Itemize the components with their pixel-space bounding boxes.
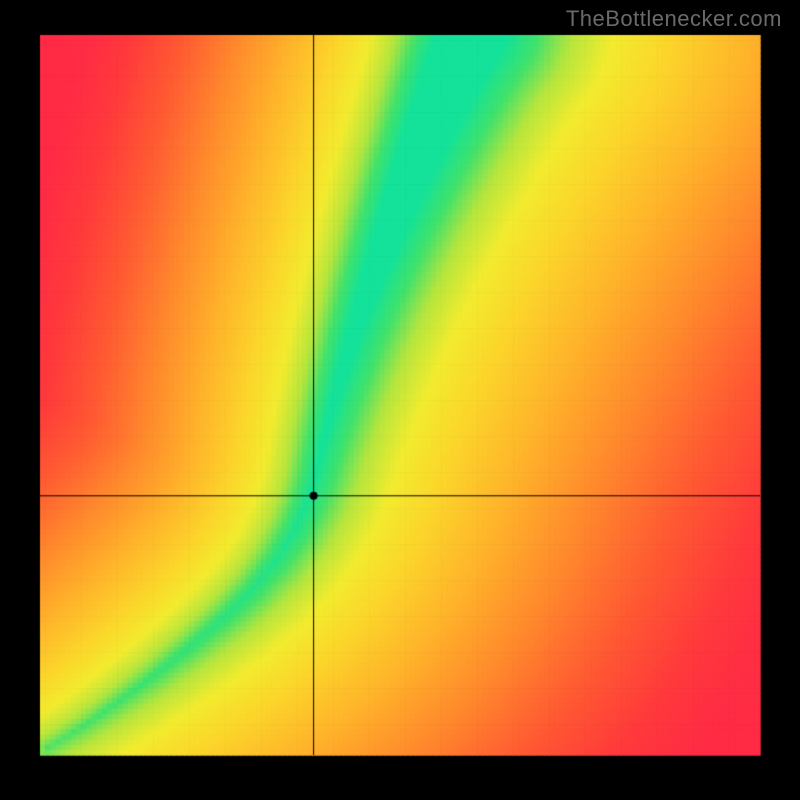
watermark-text: TheBottlenecker.com xyxy=(566,6,782,32)
chart-container: { "watermark": { "text": "TheBottlenecke… xyxy=(0,0,800,800)
heatmap-canvas xyxy=(0,0,800,800)
